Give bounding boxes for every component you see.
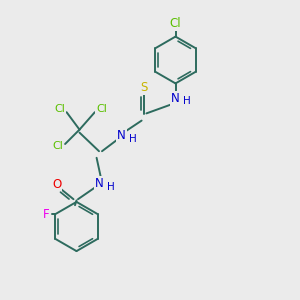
Text: N: N (117, 129, 126, 142)
Text: Cl: Cl (52, 141, 63, 152)
Text: Cl: Cl (170, 17, 181, 30)
Text: S: S (140, 81, 148, 94)
Text: H: H (129, 134, 136, 144)
Text: N: N (171, 92, 180, 105)
Text: H: H (106, 182, 114, 192)
Text: N: N (94, 177, 103, 190)
Text: F: F (43, 208, 50, 221)
Text: Cl: Cl (55, 103, 65, 114)
Text: H: H (183, 96, 190, 106)
Text: O: O (52, 178, 62, 191)
Text: Cl: Cl (96, 103, 107, 114)
